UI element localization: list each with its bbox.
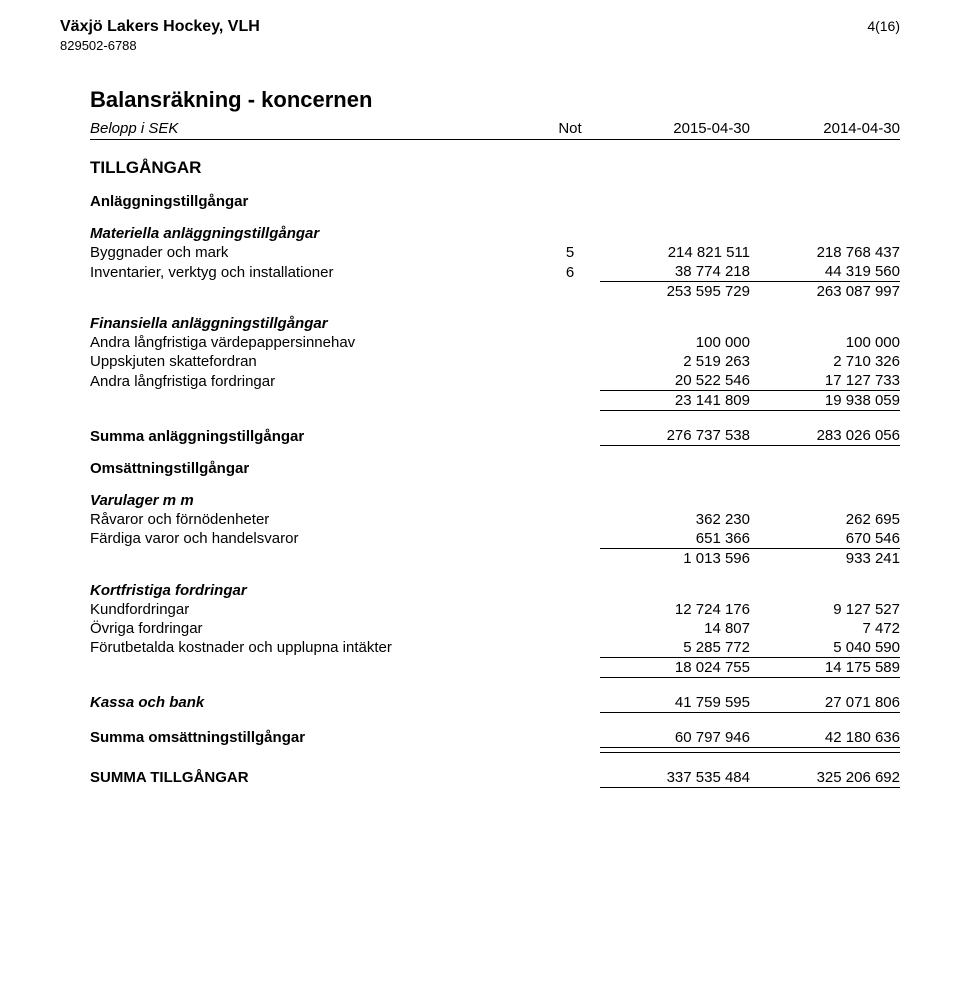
section-omsattningstillgangar: Omsättningstillgångar	[90, 446, 900, 478]
row-ovriga-fordringar: Övriga fordringar 14 807 7 472	[90, 619, 900, 638]
section-tillgangar: TILLGÅNGAR	[90, 140, 900, 180]
row-finansiella-sum: 23 141 809 19 938 059	[90, 391, 900, 411]
row-kassa-bank: Kassa och bank 41 759 595 27 071 806	[90, 677, 900, 712]
row-summa-tillgangar: SUMMA TILLGÅNGAR 337 535 484 325 206 692	[90, 752, 900, 787]
row-value-1: 100 000	[600, 333, 750, 352]
row-value-2: 670 546	[750, 529, 900, 549]
row-value-2: 933 241	[750, 548, 900, 568]
column-header-row: Belopp i SEK Not 2015-04-30 2014-04-30	[90, 119, 900, 140]
row-value-2: 263 087 997	[750, 282, 900, 302]
row-value-1: 14 807	[600, 619, 750, 638]
balance-sheet-table: Belopp i SEK Not 2015-04-30 2014-04-30 T…	[90, 119, 900, 788]
row-varulager-sum: 1 013 596 933 241	[90, 548, 900, 568]
row-value-2: 42 180 636	[750, 712, 900, 747]
col-period-1: 2015-04-30	[600, 119, 750, 140]
row-value-2: 283 026 056	[750, 411, 900, 446]
section-materiella: Materiella anläggningstillgångar	[90, 211, 900, 243]
row-label: Andra långfristiga värdepappersinnehav	[90, 333, 540, 352]
row-summa-anlaggning: Summa anläggningstillgångar 276 737 538 …	[90, 411, 900, 446]
row-ravaror: Råvaror och förnödenheter 362 230 262 69…	[90, 510, 900, 529]
row-value-2: 5 040 590	[750, 638, 900, 658]
row-value-1: 276 737 538	[600, 411, 750, 446]
col-label: Belopp i SEK	[90, 119, 540, 140]
row-value-1: 253 595 729	[600, 282, 750, 302]
org-name: Växjö Lakers Hockey, VLH	[60, 18, 260, 36]
row-label: Byggnader och mark	[90, 243, 540, 262]
row-value-2: 14 175 589	[750, 657, 900, 677]
row-label: Färdiga varor och handelsvaror	[90, 529, 540, 549]
row-byggnader: Byggnader och mark 5 214 821 511 218 768…	[90, 243, 900, 262]
row-label: Uppskjuten skattefordran	[90, 352, 540, 371]
row-value-2: 2 710 326	[750, 352, 900, 371]
row-value-1: 20 522 546	[600, 371, 750, 391]
row-uppskjuten-skatt: Uppskjuten skattefordran 2 519 263 2 710…	[90, 352, 900, 371]
row-summa-omsattning: Summa omsättningstillgångar 60 797 946 4…	[90, 712, 900, 747]
row-materiella-sum: 253 595 729 263 087 997	[90, 282, 900, 302]
row-kortfristiga-sum: 18 024 755 14 175 589	[90, 657, 900, 677]
row-label: Andra långfristiga fordringar	[90, 371, 540, 391]
row-value-2: 325 206 692	[750, 752, 900, 787]
row-value-1: 38 774 218	[600, 262, 750, 282]
section-varulager: Varulager m m	[90, 478, 900, 510]
row-label: SUMMA TILLGÅNGAR	[90, 752, 540, 787]
document-title: Balansräkning - koncernen	[90, 87, 900, 113]
row-value-1: 60 797 946	[600, 712, 750, 747]
row-value-1: 214 821 511	[600, 243, 750, 262]
section-label: Materiella anläggningstillgångar	[90, 211, 540, 243]
page-header: Växjö Lakers Hockey, VLH 829502-6788 4(1…	[60, 18, 900, 53]
section-label: Omsättningstillgångar	[90, 446, 540, 478]
section-label: Finansiella anläggningstillgångar	[90, 301, 540, 333]
row-value-1: 41 759 595	[600, 677, 750, 712]
row-kundfordringar: Kundfordringar 12 724 176 9 127 527	[90, 600, 900, 619]
section-label: Kortfristiga fordringar	[90, 568, 540, 600]
row-value-1: 5 285 772	[600, 638, 750, 658]
row-label: Kundfordringar	[90, 600, 540, 619]
row-label: Förutbetalda kostnader och upplupna intä…	[90, 638, 540, 658]
row-label: Summa anläggningstillgångar	[90, 411, 540, 446]
row-not: 5	[540, 243, 600, 262]
section-kortfristiga-fordr: Kortfristiga fordringar	[90, 568, 900, 600]
row-inventarier: Inventarier, verktyg och installationer …	[90, 262, 900, 282]
section-finansiella: Finansiella anläggningstillgångar	[90, 301, 900, 333]
row-vardepapper: Andra långfristiga värdepappersinnehav 1…	[90, 333, 900, 352]
row-value-2: 262 695	[750, 510, 900, 529]
row-value-1: 362 230	[600, 510, 750, 529]
row-value-1: 2 519 263	[600, 352, 750, 371]
row-value-2: 44 319 560	[750, 262, 900, 282]
row-value-2: 218 768 437	[750, 243, 900, 262]
page-number: 4(16)	[867, 18, 900, 34]
row-value-1: 1 013 596	[600, 548, 750, 568]
row-value-2: 7 472	[750, 619, 900, 638]
col-period-2: 2014-04-30	[750, 119, 900, 140]
org-id: 829502-6788	[60, 38, 260, 53]
row-value-2: 27 071 806	[750, 677, 900, 712]
row-label: Övriga fordringar	[90, 619, 540, 638]
col-not: Not	[540, 119, 600, 140]
row-label: Inventarier, verktyg och installationer	[90, 262, 540, 282]
row-value-1: 12 724 176	[600, 600, 750, 619]
row-value-2: 100 000	[750, 333, 900, 352]
row-value-2: 19 938 059	[750, 391, 900, 411]
row-value-1: 18 024 755	[600, 657, 750, 677]
row-value-1: 651 366	[600, 529, 750, 549]
row-not: 6	[540, 262, 600, 282]
org-block: Växjö Lakers Hockey, VLH 829502-6788	[60, 18, 260, 53]
section-label: TILLGÅNGAR	[90, 140, 540, 180]
section-label: Anläggningstillgångar	[90, 179, 540, 211]
row-value-1: 337 535 484	[600, 752, 750, 787]
section-anlaggningstillgangar: Anläggningstillgångar	[90, 179, 900, 211]
row-fardiga-varor: Färdiga varor och handelsvaror 651 366 6…	[90, 529, 900, 549]
row-label: Summa omsättningstillgångar	[90, 712, 540, 747]
row-value-2: 17 127 733	[750, 371, 900, 391]
row-label: Råvaror och förnödenheter	[90, 510, 540, 529]
row-value-1: 23 141 809	[600, 391, 750, 411]
row-value-2: 9 127 527	[750, 600, 900, 619]
row-langfristiga-fordr: Andra långfristiga fordringar 20 522 546…	[90, 371, 900, 391]
section-label: Varulager m m	[90, 478, 540, 510]
row-forutbetalda: Förutbetalda kostnader och upplupna intä…	[90, 638, 900, 658]
row-label: Kassa och bank	[90, 677, 540, 712]
